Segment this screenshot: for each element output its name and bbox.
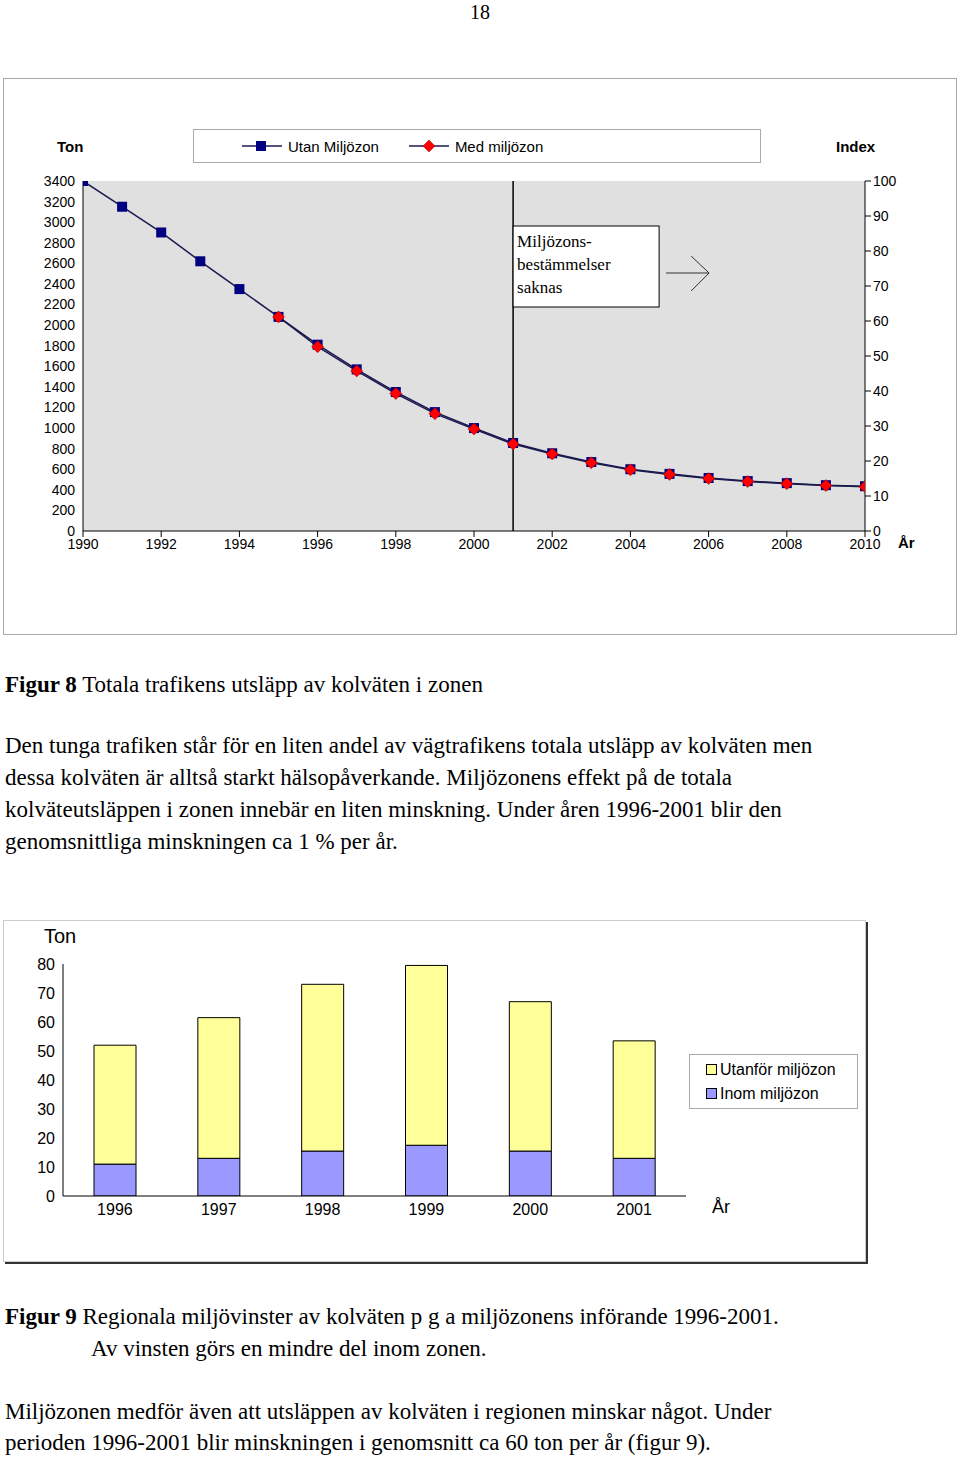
svg-text:40: 40 [873,383,889,399]
svg-text:70: 70 [873,278,889,294]
svg-text:1400: 1400 [44,379,75,395]
svg-text:2000: 2000 [458,536,489,552]
svg-text:1000: 1000 [44,420,75,436]
svg-text:1998: 1998 [305,1201,341,1218]
svg-text:2001: 2001 [616,1201,652,1218]
html-text:18: 18 [470,1,490,23]
svg-text:2400: 2400 [44,276,75,292]
html-text:Utanför miljözon: Utanför miljözon [720,1060,836,1078]
svg-text:60: 60 [873,313,889,329]
svg-text:600: 600 [52,461,76,477]
svg-text:1200: 1200 [44,399,75,415]
svg-text:3200: 3200 [44,194,75,210]
svg-text:80: 80 [873,243,889,259]
svg-text:0: 0 [67,523,75,539]
svg-text:0: 0 [873,523,881,539]
svg-text:1992: 1992 [146,536,177,552]
svg-text:2800: 2800 [44,235,75,251]
svg-text:Miljözons-: Miljözons- [517,232,592,251]
svg-text:1800: 1800 [44,338,75,354]
html-text:perioden 1996-2001 blir minskn: perioden 1996-2001 blir minskningen i ge… [5,1430,711,1455]
svg-text:saknas: saknas [517,278,562,297]
html-text:Utan Miljözon: Utan Miljözon [288,137,379,155]
svg-text:1997: 1997 [201,1201,237,1218]
html-text:Miljözonen medför även att uts: Miljözonen medför även att utsläppen av … [5,1399,772,1424]
svg-text:2006: 2006 [693,536,724,552]
html-text:dessa kolväten är alltså stark: dessa kolväten är alltså starkt hälsopåv… [5,765,732,790]
html-text:Inom miljözon: Inom miljözon [720,1084,819,1102]
html-text:Med miljözon: Med miljözon [454,137,544,155]
svg-text:20: 20 [37,1130,55,1147]
svg-text:50: 50 [873,348,889,364]
html-text:Figur 9 Regionala miljövinster: Figur 9 Regionala miljövinster av kolvät… [5,1304,779,1329]
svg-text:2000: 2000 [44,317,75,333]
svg-text:2008: 2008 [771,536,802,552]
svg-text:2600: 2600 [44,255,75,271]
svg-text:90: 90 [873,208,889,224]
svg-text:2004: 2004 [615,536,646,552]
html-text:År: År [712,1197,730,1217]
svg-text:400: 400 [52,482,76,498]
html-text:Ton: Ton [57,138,84,155]
svg-text:60: 60 [37,1014,55,1031]
svg-text:100: 100 [873,173,897,189]
html-text:År: År [898,534,915,551]
svg-text:70: 70 [37,985,55,1002]
svg-text:10: 10 [873,488,889,504]
svg-text:50: 50 [37,1043,55,1060]
svg-text:3000: 3000 [44,214,75,230]
svg-text:80: 80 [37,956,55,973]
html-text:Av vinsten görs en mindre del: Av vinsten görs en mindre del inom zonen… [91,1336,487,1361]
svg-text:30: 30 [873,418,889,434]
svg-text:1996: 1996 [302,536,333,552]
html-text:Den tunga trafiken står för en: Den tunga trafiken står för en liten and… [5,733,813,758]
svg-text:2002: 2002 [537,536,568,552]
svg-text:40: 40 [37,1072,55,1089]
svg-text:30: 30 [37,1101,55,1118]
svg-text:0: 0 [46,1188,55,1205]
svg-text:20: 20 [873,453,889,469]
svg-text:bestämmelser: bestämmelser [517,255,611,274]
svg-text:1994: 1994 [224,536,255,552]
svg-text:800: 800 [52,441,76,457]
svg-text:2000: 2000 [512,1201,548,1218]
html-text:kolväteutsläppen i zonen inneb: kolväteutsläppen i zonen innebär en lite… [5,797,782,822]
svg-text:2200: 2200 [44,296,75,312]
svg-text:1998: 1998 [380,536,411,552]
html-text:Index: Index [836,138,876,155]
html-text:genomsnittliga minskningen ca: genomsnittliga minskningen ca 1 % per år… [5,829,398,854]
svg-text:1600: 1600 [44,358,75,374]
svg-text:3400: 3400 [44,173,75,189]
html-text:Figur 8 Totala trafikens utslä: Figur 8 Totala trafikens utsläpp av kolv… [5,672,483,697]
svg-text:2010: 2010 [849,535,881,552]
html-text:Ton: Ton [44,925,77,947]
svg-text:1996: 1996 [97,1201,133,1218]
svg-text:200: 200 [52,502,76,518]
svg-text:10: 10 [37,1159,55,1176]
svg-text:1990: 1990 [67,535,99,552]
svg-text:1999: 1999 [409,1201,445,1218]
